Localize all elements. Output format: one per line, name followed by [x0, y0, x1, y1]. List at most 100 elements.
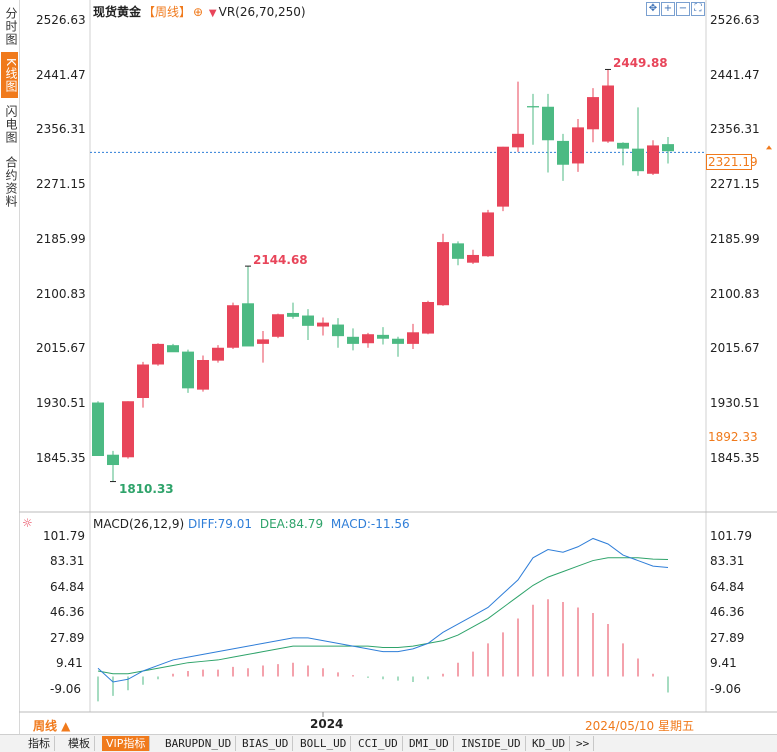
- price-tick: 2441.47: [710, 68, 760, 82]
- fullscreen-icon[interactable]: ⛶: [691, 2, 705, 16]
- tab-more[interactable]: >>: [572, 736, 595, 751]
- price-tick-left: 2356.31: [36, 122, 86, 136]
- candle-body: [587, 97, 599, 130]
- tab-kline[interactable]: K线图: [1, 52, 18, 98]
- candle-body: [572, 127, 584, 164]
- tab-contract-info[interactable]: 合约资料: [4, 156, 18, 208]
- year-label: 2024: [310, 717, 344, 731]
- price-tick-left: 2185.99: [36, 232, 86, 246]
- candle-body: [632, 148, 644, 172]
- tab-indicators[interactable]: 指标: [24, 736, 55, 751]
- candle-body: [647, 145, 659, 174]
- sidebar: 分时图 K线图 闪电图 合约资料: [0, 0, 20, 734]
- price-tick-left: 1845.35: [36, 451, 86, 465]
- candle-body: [377, 334, 389, 339]
- candle-body: [392, 338, 404, 344]
- candle-body: [107, 454, 119, 466]
- candle-body: [197, 359, 209, 390]
- tab-cci-ud[interactable]: CCI_UD: [354, 736, 403, 751]
- tab-barupdn-ud[interactable]: BARUPDN_UD: [161, 736, 237, 751]
- candle-body: [137, 364, 149, 399]
- tab-inside-ud[interactable]: INSIDE_UD: [457, 736, 526, 751]
- candle-body: [347, 336, 359, 344]
- price-tick-left: 2015.67: [36, 341, 86, 355]
- indicator-label: VR(26,70,250): [218, 5, 306, 19]
- macd-diff: DIFF:79.01: [187, 517, 253, 531]
- price-tick: 2185.99: [710, 232, 760, 246]
- current-price-label: 2321.19: [706, 154, 758, 170]
- candle-body: [287, 312, 299, 317]
- macd-tick: 9.41: [710, 656, 737, 670]
- candle-body: [617, 142, 629, 149]
- candle-body: [602, 85, 614, 142]
- chart-header: 现货黄金 【周线】 ⊕ ▼ VR(26,70,250): [93, 3, 308, 20]
- indicator-dropdown-icon[interactable]: ▼: [208, 8, 217, 19]
- high-annotation: 2449.88: [613, 56, 668, 70]
- candle-body: [512, 133, 524, 148]
- tab-flash-chart[interactable]: 闪电图: [4, 104, 18, 144]
- candle-body: [407, 332, 419, 344]
- diff-line: [97, 537, 669, 683]
- macd-tick: 46.36: [710, 605, 745, 619]
- tab-timeshare[interactable]: 分时图: [4, 6, 18, 46]
- crosshair-icon[interactable]: ✥: [646, 2, 660, 16]
- candle-body: [272, 314, 284, 337]
- candle-body: [527, 106, 539, 108]
- price-tick: 2526.63: [710, 13, 760, 27]
- low-annotation: 1810.33: [119, 482, 174, 496]
- candle-body: [542, 106, 554, 141]
- candle-body: [452, 243, 464, 259]
- period-label[interactable]: 【周线】: [143, 5, 192, 19]
- tab-bias-ud[interactable]: BIAS_UD: [238, 736, 294, 751]
- price-tick-left: 2100.83: [36, 287, 86, 301]
- macd-header: MACD(26,12,9) DIFF:79.01 DEA:84.79 MACD:…: [93, 517, 410, 531]
- candle-body: [467, 254, 479, 263]
- tab-kd-ud[interactable]: KD_UD: [528, 736, 571, 751]
- macd-dea: DEA:84.79: [259, 517, 324, 531]
- candle-body: [497, 146, 509, 207]
- macd-tick: 83.31: [710, 554, 745, 568]
- candle-body: [662, 144, 674, 152]
- macd-tick: 64.84: [710, 580, 745, 594]
- tab-vip-indicators[interactable]: VIP指标: [102, 736, 151, 751]
- tab-dmi-ud[interactable]: DMI_UD: [405, 736, 454, 751]
- candle-body: [302, 315, 314, 326]
- candle-body: [167, 345, 179, 353]
- chart-canvas[interactable]: [0, 0, 777, 734]
- add-symbol-icon[interactable]: ⊕: [193, 5, 204, 19]
- candle-body: [227, 305, 239, 348]
- tab-boll-ud[interactable]: BOLL_UD: [296, 736, 352, 751]
- mid-high-annotation: 2144.68: [253, 253, 308, 267]
- candle-body: [92, 402, 104, 457]
- candle-body: [362, 334, 374, 344]
- candle-body: [122, 401, 134, 458]
- price-tick: 1845.35: [710, 451, 760, 465]
- macd-tick-left: -9.06: [50, 682, 82, 696]
- zoom-in-icon[interactable]: +: [661, 2, 675, 16]
- candle-body: [437, 242, 449, 306]
- settings-icon[interactable]: ☼: [22, 516, 33, 530]
- macd-tick: 27.89: [710, 631, 745, 645]
- tab-templates[interactable]: 模板: [64, 736, 95, 751]
- highlight-price-label: 1892.33: [708, 430, 758, 444]
- macd-value: MACD:-11.56: [330, 517, 410, 531]
- cursor-date-label: 2024/05/10 星期五: [585, 719, 694, 733]
- period-selector[interactable]: 周线 ▲: [33, 719, 71, 733]
- price-tick-left: 2271.15: [36, 177, 86, 191]
- price-tick: 2356.31: [710, 122, 760, 136]
- indicator-tab-bar: 指标 模板 VIP指标 BARUPDN_UD BIAS_UD BOLL_UD C…: [0, 734, 777, 752]
- candle-body: [242, 303, 254, 347]
- price-tick: 2271.15: [710, 177, 760, 191]
- candle-body: [482, 212, 494, 257]
- candle-body: [182, 351, 194, 389]
- candle-body: [332, 324, 344, 337]
- price-tick: 1930.51: [710, 396, 760, 410]
- macd-tick-left: 9.41: [56, 656, 83, 670]
- candle-body: [557, 140, 569, 165]
- dea-line: [97, 557, 669, 675]
- zoom-out-icon[interactable]: −: [676, 2, 690, 16]
- candle-body: [422, 301, 434, 334]
- macd-tick-left: 101.79: [43, 529, 85, 543]
- macd-tick-left: 64.84: [50, 580, 85, 594]
- price-tick-left: 2441.47: [36, 68, 86, 82]
